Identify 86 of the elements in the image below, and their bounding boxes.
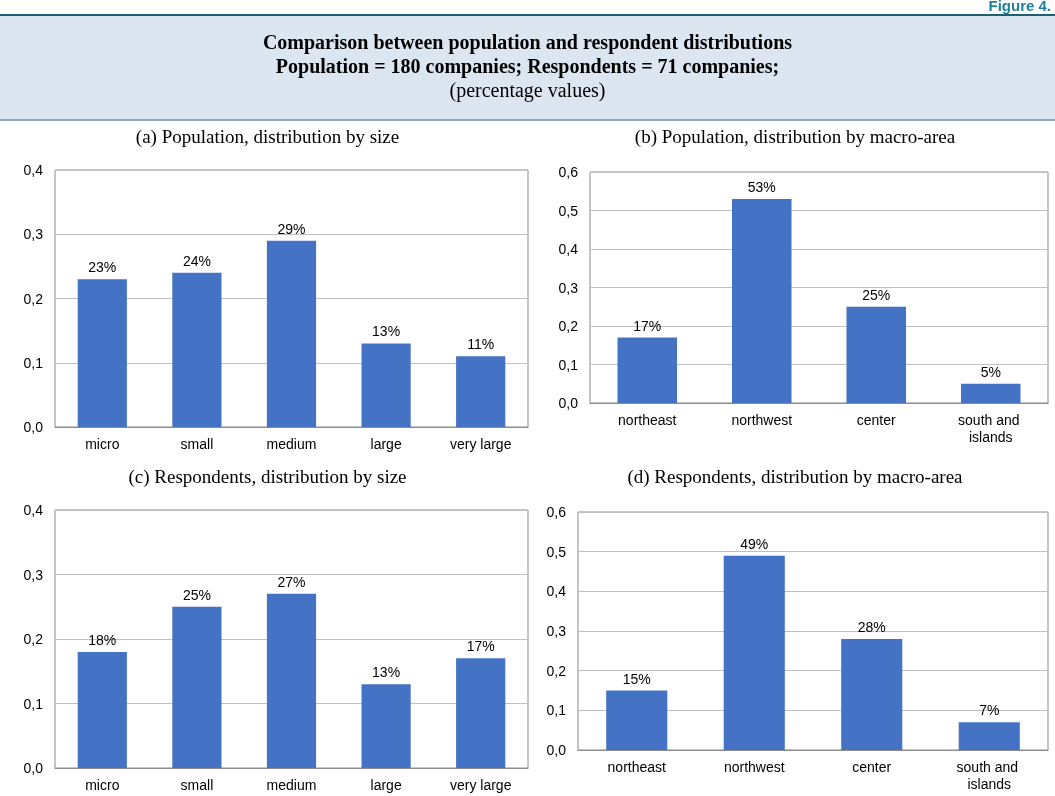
y-tick-label: 0,5 — [546, 543, 567, 560]
bar — [731, 198, 792, 403]
x-tick-label: large — [370, 435, 402, 452]
y-tick-label: 0,2 — [558, 318, 579, 334]
y-tick-label: 0,3 — [546, 623, 567, 639]
y-tick-label: 0,6 — [546, 504, 567, 520]
data-label: 18% — [88, 631, 117, 648]
y-tick-label: 0,3 — [23, 566, 44, 583]
data-label: 53% — [747, 178, 776, 195]
x-tick-label: northwest — [731, 411, 793, 428]
text: Population = 180 companies; Respondents = 71 companies; — [274, 54, 781, 78]
chart-title: (d) Respondents, distribution by macro-area — [627, 466, 964, 488]
bar — [172, 606, 222, 768]
bar — [266, 240, 317, 427]
chart-title: (a) Population, distribution by size — [135, 126, 400, 148]
bar — [958, 722, 1020, 750]
y-tick-label: 0,4 — [23, 162, 44, 178]
y-tick-label: 0,0 — [23, 419, 44, 435]
data-label: 5% — [980, 363, 1001, 380]
data-label: 49% — [740, 535, 769, 552]
data-label: 13% — [372, 323, 401, 340]
y-tick-label: 0,6 — [558, 164, 579, 180]
data-label: 23% — [88, 259, 117, 276]
data-label: 25% — [182, 586, 211, 603]
y-tick-label: 0,4 — [546, 583, 567, 600]
bar — [456, 356, 506, 427]
x-tick-label: large — [370, 776, 402, 793]
bar — [361, 343, 411, 427]
y-tick-label: 0,4 — [558, 241, 579, 257]
x-tick-label: center — [856, 411, 897, 428]
data-label: 7% — [979, 702, 1000, 719]
data-label: 29% — [277, 220, 306, 237]
bar — [456, 658, 506, 768]
caption: Figure 4. — [988, 0, 1051, 14]
y-tick-label: 0,1 — [23, 695, 44, 712]
x-tick-label: small — [180, 435, 214, 452]
x-tick-label: center — [852, 758, 892, 775]
y-tick-label: 0,4 — [23, 502, 44, 518]
x-tick-label: south and islands — [958, 411, 1024, 445]
chart-title: (c) Respondents, distribution by size — [128, 466, 407, 488]
bar — [723, 555, 785, 750]
data-label: 25% — [862, 286, 891, 303]
bar — [617, 337, 678, 403]
x-tick-label: medium — [266, 435, 317, 452]
y-tick-label: 0,2 — [23, 631, 44, 647]
y-tick-label: 0,1 — [546, 702, 567, 719]
x-tick-label: small — [180, 776, 214, 793]
bar — [172, 272, 222, 427]
x-tick-label: micro — [85, 435, 120, 452]
x-tick-label: very large — [449, 776, 512, 793]
y-tick-label: 0,0 — [23, 760, 44, 776]
bar — [77, 651, 127, 768]
bar — [266, 593, 317, 768]
bar — [361, 684, 411, 768]
y-tick-label: 0,2 — [546, 662, 567, 679]
x-tick-label: micro — [85, 776, 120, 793]
data-label: 11% — [467, 336, 495, 353]
data-label: 17% — [633, 317, 662, 334]
bar — [846, 306, 907, 403]
data-label: 13% — [372, 664, 401, 681]
chart-title: (b) Population, distribution by macro-area — [634, 126, 956, 148]
data-label: 24% — [182, 252, 211, 269]
text: Comparison between population and respondent distributions — [261, 30, 794, 54]
data-label: 17% — [466, 638, 495, 655]
x-tick-label: medium — [266, 776, 317, 793]
y-tick-label: 0,0 — [546, 742, 567, 758]
data-label: 27% — [277, 573, 306, 590]
y-tick-label: 0,0 — [558, 395, 579, 411]
y-tick-label: 0,1 — [558, 356, 579, 373]
bar — [960, 383, 1021, 403]
text: (percentage values) — [448, 78, 607, 102]
y-tick-label: 0,2 — [23, 290, 44, 307]
y-tick-label: 0,3 — [23, 226, 44, 243]
bar — [841, 638, 903, 750]
data-label: 28% — [857, 618, 886, 635]
x-tick-label: northwest — [723, 758, 785, 775]
bar — [606, 690, 668, 750]
y-tick-label: 0,3 — [558, 279, 579, 296]
y-tick-label: 0,1 — [23, 354, 44, 371]
data-label: 15% — [622, 670, 651, 687]
bar — [77, 279, 127, 427]
x-tick-label: northeast — [607, 758, 667, 775]
x-tick-label: very large — [449, 435, 512, 452]
x-tick-label: south and islands — [956, 758, 1022, 792]
x-tick-label: northeast — [618, 411, 677, 428]
y-tick-label: 0,5 — [558, 202, 579, 219]
